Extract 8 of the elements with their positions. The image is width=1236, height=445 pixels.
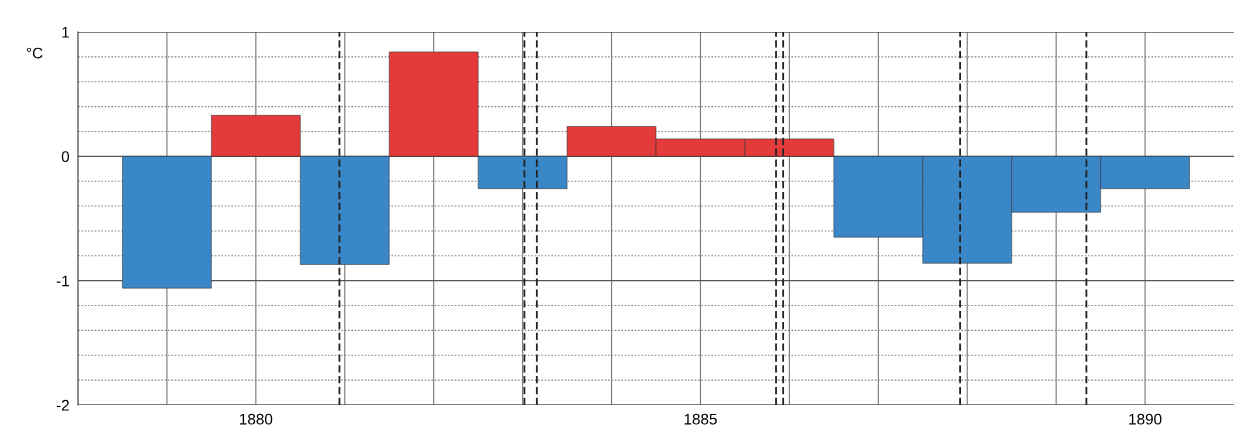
y-axis-title: °C bbox=[26, 47, 43, 59]
y-tick-label: 0 bbox=[61, 151, 70, 163]
x-tick-label: 1890 bbox=[1129, 413, 1162, 425]
y-tick-label: -2 bbox=[56, 399, 69, 411]
y-tick-label: -1 bbox=[56, 275, 69, 287]
x-tick-label: 1885 bbox=[684, 413, 717, 425]
y-tick-label: 1 bbox=[62, 27, 69, 38]
x-tick-label: 1880 bbox=[240, 413, 273, 425]
